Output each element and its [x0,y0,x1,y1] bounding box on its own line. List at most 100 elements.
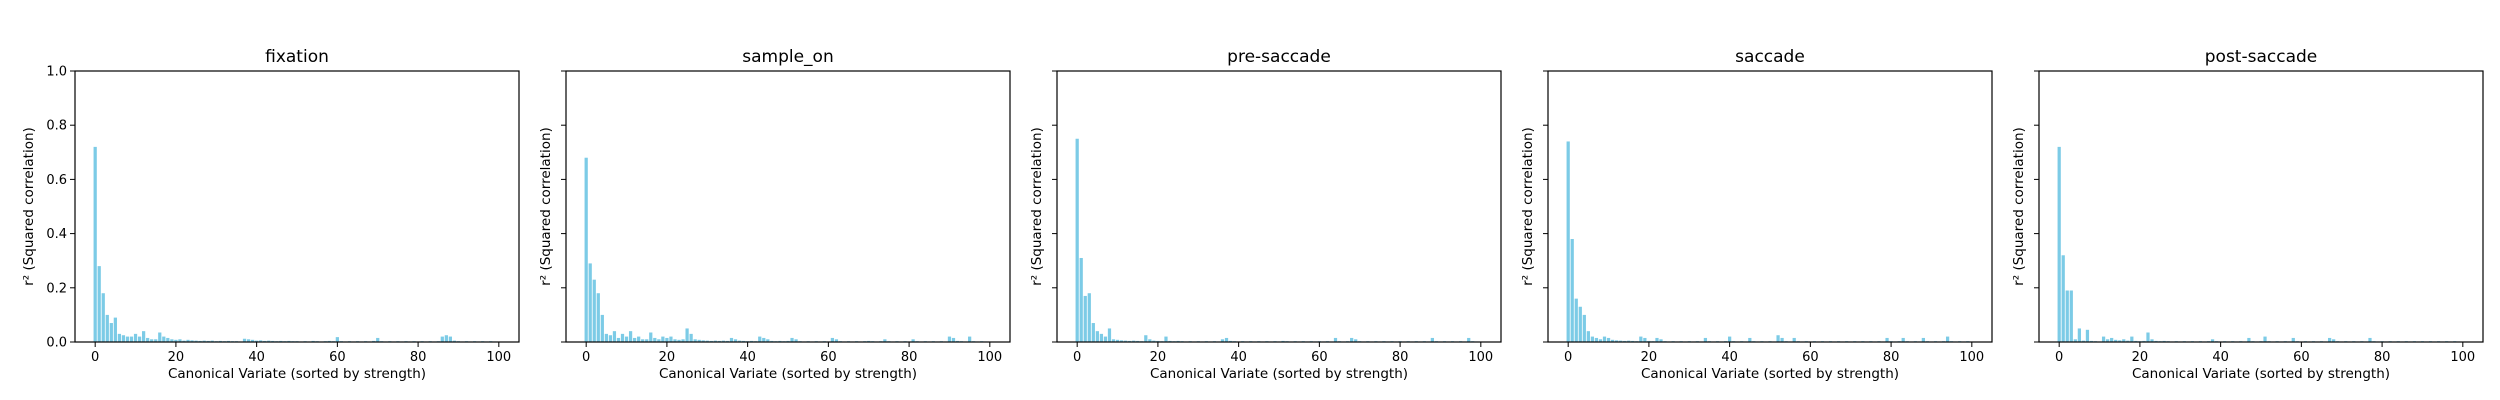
bar [1111,339,1116,342]
bar [1119,340,1124,342]
bar [1610,339,1615,342]
panel-fixation: 0 20 40 60 80 100 0.0 0.2 0.4 0.6 0.8 1.0 fixation Ca… [21,47,520,382]
bar [2332,339,2336,342]
bar [113,317,117,342]
bar [1115,339,1120,342]
bar [142,331,146,342]
bar [255,340,259,342]
x-tick-label: 80 [2374,350,2391,365]
panel-title: fixation [265,47,329,67]
bar [1099,333,1104,342]
y-tick-label: 0.6 [46,173,67,188]
bar [1574,298,1578,342]
panel-title: sample_on [742,47,833,67]
x-axis-label: Canonical Variate (sorted by strength) [1641,366,1899,382]
x-tick-label: 100 [1468,350,1493,365]
bar [968,336,972,342]
bar [883,339,887,342]
y-tick-label: 0.4 [46,227,67,242]
bar [444,335,448,342]
bar [1164,336,1168,342]
bar [1103,336,1108,342]
bar [721,340,726,342]
bar [1901,337,1905,342]
bar [633,337,637,342]
bar [685,328,689,342]
bar [2114,339,2118,342]
bar [1606,337,1611,342]
bar [1792,337,1796,342]
bar [1107,328,1112,342]
bar [2130,336,2134,342]
bar [1333,337,1338,342]
bar [661,336,665,342]
bar [1079,257,1083,342]
bar [681,339,685,342]
bar [1728,336,1732,342]
y-axis-label: r² (Squared correlation) [1029,127,1045,286]
bar [178,339,182,342]
bar [1776,335,1780,342]
panel-title: pre-saccade [1227,47,1331,67]
bar [1643,337,1647,342]
bar [1467,337,1471,342]
bar [1570,239,1574,342]
bar [637,336,641,342]
panel-post-saccade: 0 20 40 60 80 100 post-saccade Canonical Variat… [2011,47,2484,382]
x-tick-label: 100 [1959,350,1984,365]
bar [97,266,101,342]
bar [1602,336,1607,342]
bar [259,340,263,342]
bar [689,333,693,342]
bar [2069,290,2073,342]
y-axis-label: r² (Squared correlation) [2011,127,2027,286]
bar [146,337,150,342]
bar [1655,337,1659,342]
bar [947,336,952,342]
x-tick-label: 80 [1883,350,1900,365]
bar [158,332,162,342]
bar [109,323,113,342]
bar [2061,255,2065,342]
bar [2065,290,2069,342]
bar [194,340,198,342]
bar [448,336,452,342]
bar [911,339,915,342]
bar [1220,339,1225,342]
bar [170,339,174,342]
bar [1885,337,1889,342]
bar [190,340,194,342]
bar [729,337,734,342]
bar [1921,337,1925,342]
bar [2368,337,2372,342]
panel-pre-saccade: 0 20 40 60 80 100 pre-saccade Canonical Variate… [1029,47,1502,382]
bar [669,336,673,342]
x-tick-label: 0 [2055,350,2063,365]
bar [186,339,190,342]
bar [1083,295,1087,342]
bar [1148,339,1152,342]
bar [93,146,97,342]
bar [2210,339,2215,342]
x-tick-label: 80 [410,350,427,365]
bar [162,336,166,342]
panel-title: post-saccade [2205,47,2317,67]
y-tick-label: 0.8 [46,119,67,134]
bar [713,340,717,342]
bar [1627,340,1631,342]
bar [117,333,122,342]
x-axis-label: Canonical Variate (sorted by strength) [659,366,917,382]
bar [762,337,766,342]
bar [830,337,835,342]
bar [600,314,604,342]
bar [1144,335,1148,342]
bar [628,331,633,342]
x-tick-label: 60 [820,350,837,365]
bar [1594,337,1599,342]
bar [1598,339,1603,342]
bar [1350,337,1354,342]
bar [1945,336,1950,342]
bar [1619,340,1623,342]
bar [705,340,709,342]
